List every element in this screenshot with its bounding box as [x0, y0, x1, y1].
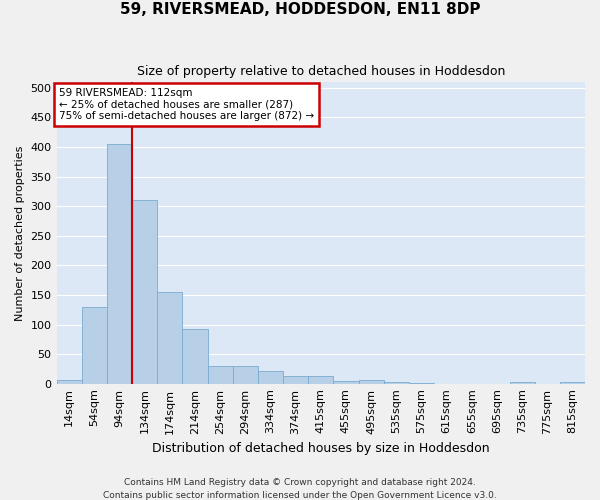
Bar [132, 200, 157, 384]
Bar [308, 376, 334, 384]
Text: Contains HM Land Registry data © Crown copyright and database right 2024.
Contai: Contains HM Land Registry data © Crown c… [103, 478, 497, 500]
Bar [233, 366, 258, 384]
Title: Size of property relative to detached houses in Hoddesdon: Size of property relative to detached ho… [137, 65, 505, 78]
Bar [157, 292, 182, 384]
Y-axis label: Number of detached properties: Number of detached properties [15, 145, 25, 320]
Bar [334, 380, 359, 384]
Bar [409, 383, 434, 384]
Bar [208, 366, 233, 384]
Bar [182, 328, 208, 384]
Text: 59, RIVERSMEAD, HODDESDON, EN11 8DP: 59, RIVERSMEAD, HODDESDON, EN11 8DP [120, 2, 480, 18]
Bar [283, 376, 308, 384]
Bar [509, 382, 535, 384]
Bar [107, 144, 132, 384]
Bar [560, 382, 585, 384]
Bar [359, 380, 383, 384]
Text: 59 RIVERSMEAD: 112sqm
← 25% of detached houses are smaller (287)
75% of semi-det: 59 RIVERSMEAD: 112sqm ← 25% of detached … [59, 88, 314, 121]
Bar [82, 307, 107, 384]
Bar [56, 380, 82, 384]
X-axis label: Distribution of detached houses by size in Hoddesdon: Distribution of detached houses by size … [152, 442, 490, 455]
Bar [258, 372, 283, 384]
Bar [383, 382, 409, 384]
